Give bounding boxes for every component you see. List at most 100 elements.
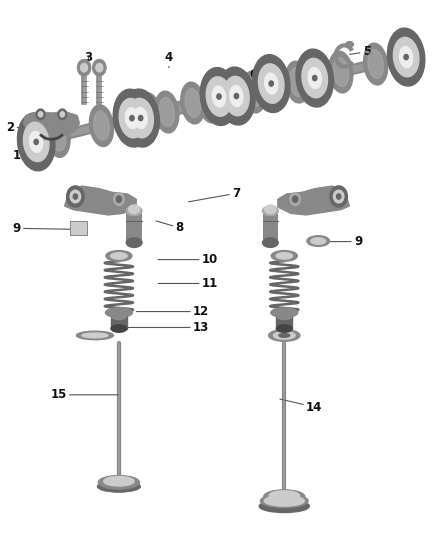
Text: 7: 7 bbox=[188, 187, 240, 202]
Text: 4: 4 bbox=[165, 51, 173, 68]
Ellipse shape bbox=[46, 116, 70, 157]
Ellipse shape bbox=[134, 108, 147, 128]
Ellipse shape bbox=[308, 68, 321, 88]
Circle shape bbox=[60, 112, 64, 117]
Bar bbox=[71, 222, 87, 235]
Ellipse shape bbox=[125, 108, 138, 128]
Ellipse shape bbox=[258, 64, 284, 103]
Text: 15: 15 bbox=[50, 389, 119, 401]
Ellipse shape bbox=[246, 78, 261, 107]
Ellipse shape bbox=[180, 82, 205, 124]
Circle shape bbox=[290, 193, 300, 206]
Ellipse shape bbox=[279, 334, 290, 337]
Ellipse shape bbox=[269, 491, 300, 500]
Polygon shape bbox=[278, 186, 350, 215]
Bar bbox=[126, 211, 142, 243]
Ellipse shape bbox=[311, 238, 325, 244]
Circle shape bbox=[92, 59, 106, 76]
Ellipse shape bbox=[224, 79, 240, 108]
Ellipse shape bbox=[98, 475, 140, 489]
Ellipse shape bbox=[206, 77, 232, 116]
Circle shape bbox=[330, 186, 347, 207]
Ellipse shape bbox=[262, 206, 278, 216]
Ellipse shape bbox=[36, 135, 46, 140]
Ellipse shape bbox=[202, 87, 218, 117]
Ellipse shape bbox=[285, 61, 310, 103]
Ellipse shape bbox=[122, 89, 159, 147]
Text: 3: 3 bbox=[85, 51, 92, 65]
Ellipse shape bbox=[328, 51, 353, 93]
Ellipse shape bbox=[185, 88, 201, 117]
Circle shape bbox=[114, 193, 124, 206]
Ellipse shape bbox=[224, 76, 249, 116]
Ellipse shape bbox=[126, 238, 142, 247]
Ellipse shape bbox=[82, 333, 108, 338]
Ellipse shape bbox=[50, 122, 66, 151]
Ellipse shape bbox=[18, 113, 55, 171]
Ellipse shape bbox=[296, 49, 333, 107]
Text: 9: 9 bbox=[315, 235, 362, 248]
Ellipse shape bbox=[262, 495, 306, 507]
Bar bbox=[262, 211, 278, 243]
Ellipse shape bbox=[111, 325, 127, 332]
Ellipse shape bbox=[271, 308, 298, 317]
Circle shape bbox=[70, 190, 81, 203]
Ellipse shape bbox=[252, 55, 290, 112]
Circle shape bbox=[234, 93, 239, 99]
Ellipse shape bbox=[141, 100, 157, 128]
Ellipse shape bbox=[104, 477, 134, 486]
Ellipse shape bbox=[128, 205, 140, 214]
Circle shape bbox=[336, 194, 341, 199]
Text: 1: 1 bbox=[13, 149, 41, 161]
Ellipse shape bbox=[262, 238, 278, 247]
Ellipse shape bbox=[198, 81, 223, 123]
Ellipse shape bbox=[242, 71, 266, 113]
Bar bbox=[111, 316, 127, 328]
Ellipse shape bbox=[388, 28, 425, 86]
Ellipse shape bbox=[364, 43, 388, 85]
Text: 13: 13 bbox=[121, 321, 209, 334]
Ellipse shape bbox=[30, 132, 43, 152]
Ellipse shape bbox=[273, 332, 295, 339]
Bar bbox=[276, 316, 292, 328]
Circle shape bbox=[73, 194, 78, 199]
Ellipse shape bbox=[23, 122, 49, 161]
Ellipse shape bbox=[393, 37, 419, 77]
Circle shape bbox=[313, 75, 317, 80]
Ellipse shape bbox=[212, 86, 226, 107]
Text: 11: 11 bbox=[158, 277, 218, 290]
Ellipse shape bbox=[290, 68, 305, 96]
Ellipse shape bbox=[276, 325, 292, 332]
Ellipse shape bbox=[128, 98, 153, 138]
Ellipse shape bbox=[264, 496, 304, 506]
Ellipse shape bbox=[97, 481, 141, 492]
Ellipse shape bbox=[268, 329, 300, 341]
Ellipse shape bbox=[77, 331, 113, 340]
Ellipse shape bbox=[259, 500, 309, 513]
Ellipse shape bbox=[155, 91, 179, 133]
Ellipse shape bbox=[137, 93, 162, 135]
Ellipse shape bbox=[302, 58, 328, 98]
Circle shape bbox=[81, 63, 88, 72]
Ellipse shape bbox=[276, 253, 293, 259]
Text: 10: 10 bbox=[158, 253, 218, 266]
Ellipse shape bbox=[260, 494, 308, 508]
Circle shape bbox=[67, 186, 84, 207]
Ellipse shape bbox=[346, 42, 353, 47]
Ellipse shape bbox=[265, 73, 278, 94]
Ellipse shape bbox=[333, 58, 349, 86]
Ellipse shape bbox=[200, 68, 238, 125]
Circle shape bbox=[36, 109, 45, 119]
Text: 5: 5 bbox=[350, 45, 371, 58]
Circle shape bbox=[34, 139, 39, 144]
Ellipse shape bbox=[111, 253, 127, 259]
Ellipse shape bbox=[119, 99, 145, 138]
Ellipse shape bbox=[36, 148, 46, 154]
Text: 2: 2 bbox=[6, 121, 45, 134]
Circle shape bbox=[293, 196, 298, 203]
Text: 12: 12 bbox=[136, 305, 209, 318]
Ellipse shape bbox=[113, 89, 151, 147]
Polygon shape bbox=[23, 111, 80, 138]
Circle shape bbox=[77, 59, 91, 76]
Ellipse shape bbox=[126, 206, 142, 216]
